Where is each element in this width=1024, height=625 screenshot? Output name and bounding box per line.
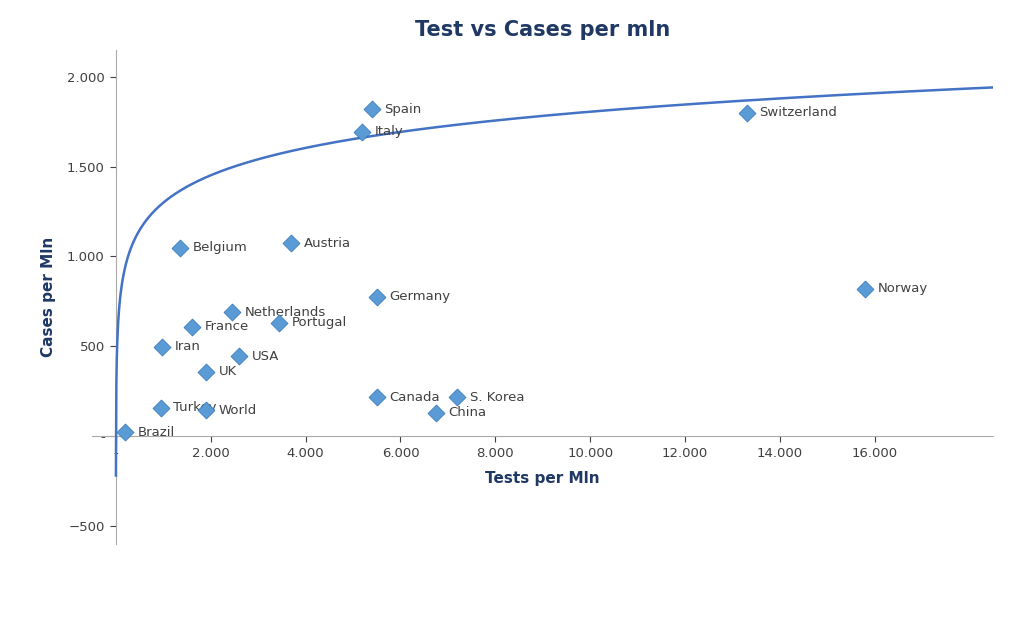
Text: Brazil: Brazil <box>137 426 175 439</box>
Text: S. Korea: S. Korea <box>470 391 524 404</box>
Point <box>428 408 444 418</box>
Point <box>354 127 371 137</box>
Point <box>198 406 214 416</box>
Text: Netherlands: Netherlands <box>245 306 326 319</box>
Text: China: China <box>449 406 486 419</box>
Point <box>450 392 466 402</box>
Point <box>172 243 188 253</box>
Text: Belgium: Belgium <box>193 241 247 254</box>
Point <box>364 104 380 114</box>
Point <box>231 351 248 361</box>
Point <box>284 238 300 248</box>
Point <box>183 321 200 331</box>
Text: Norway: Norway <box>878 282 928 295</box>
Text: UK: UK <box>218 365 237 378</box>
Point <box>117 427 133 437</box>
Text: Germany: Germany <box>389 291 451 303</box>
Text: World: World <box>218 404 257 417</box>
Point <box>369 292 385 302</box>
Point <box>857 284 873 294</box>
Title: Test vs Cases per mln: Test vs Cases per mln <box>415 20 671 40</box>
Text: USA: USA <box>252 349 280 362</box>
Text: Spain: Spain <box>384 102 422 116</box>
Text: Italy: Italy <box>375 125 403 138</box>
Point <box>271 318 288 328</box>
X-axis label: Tests per Mln: Tests per Mln <box>485 471 600 486</box>
Text: Switzerland: Switzerland <box>759 106 837 119</box>
Point <box>153 402 169 412</box>
Point <box>198 367 214 377</box>
Point <box>155 342 171 352</box>
Point <box>369 392 385 402</box>
Text: France: France <box>204 320 249 333</box>
Text: Turkey: Turkey <box>173 401 217 414</box>
Y-axis label: Cases per Mln: Cases per Mln <box>41 237 55 357</box>
Point <box>224 307 241 317</box>
Text: Canada: Canada <box>389 391 440 404</box>
Text: Austria: Austria <box>304 236 351 249</box>
Point <box>738 108 755 118</box>
Text: Portugal: Portugal <box>292 316 347 329</box>
Text: Iran: Iran <box>175 340 201 353</box>
